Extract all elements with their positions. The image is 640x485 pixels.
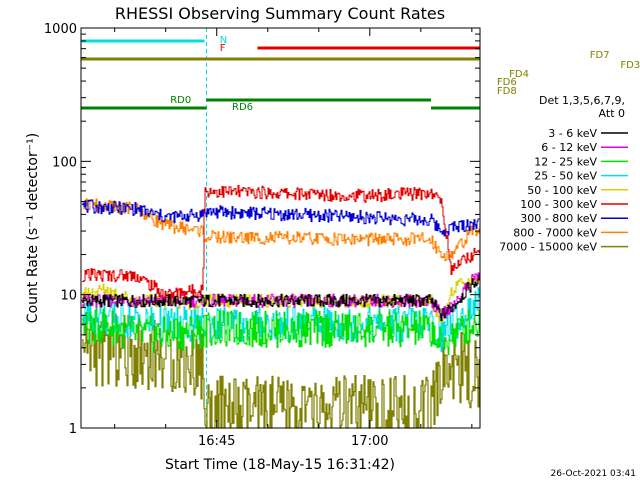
legend-title: Det 1,3,5,6,7,9,: [539, 94, 625, 107]
legend-entry-label: 12 - 25 keV: [534, 155, 597, 168]
legend-entry-label: 3 - 6 keV: [548, 127, 597, 140]
series-line-300-800-kev: [82, 199, 480, 237]
flag-label-f: F: [220, 43, 226, 54]
night-markers: [206, 28, 208, 428]
flag-label-rd0: RD0: [170, 95, 191, 106]
legend-entry-label: 6 - 12 keV: [541, 141, 597, 154]
flag-label-rd6: RD6: [232, 102, 253, 113]
chart-title: RHESSI Observing Summary Count Rates: [115, 4, 445, 23]
y-tick-label: 1000: [44, 22, 77, 37]
legend-entry-label: 7000 - 15000 keV: [499, 241, 597, 254]
plot-frame: [80, 27, 481, 429]
y-tick-label: 10: [60, 289, 77, 304]
axes: 16:45 17:00 1 10 100 1000: [44, 22, 481, 449]
y-tick-label: 100: [52, 155, 77, 170]
timestamp-footer: 26-Oct-2021 03:41: [551, 469, 636, 479]
legend-entry-label: 800 - 7000 keV: [513, 226, 597, 239]
flag-label-fd3: FD3: [620, 60, 640, 71]
x-tick-label: 17:00: [351, 434, 388, 449]
x-axis-label: Start Time (18-May-15 16:31:42): [165, 457, 395, 473]
series-line-12-25-kev: [82, 306, 480, 356]
legend-entry-label: 300 - 800 keV: [520, 212, 597, 225]
legend-entry-label: 25 - 50 keV: [534, 170, 597, 183]
series-line-25-50-kev: [82, 287, 480, 353]
flag-label-n: N: [220, 35, 227, 46]
flag-label-fd6: FD6: [497, 77, 517, 88]
legend-entry-label: 50 - 100 keV: [527, 184, 597, 197]
x-tick-label: 16:45: [198, 434, 235, 449]
flag-label-fd4: FD4: [509, 69, 529, 80]
legend-title: Att 0: [599, 107, 625, 120]
legend-entry-label: 100 - 300 keV: [520, 198, 597, 211]
flag-label-fd8: FD8: [497, 86, 517, 97]
y-axis-label: Count Rate (s⁻¹ detector⁻¹): [25, 133, 41, 323]
series-line-3-6-kev: [82, 274, 480, 321]
y-tick-label: 1: [69, 422, 77, 437]
flag-label-fd7: FD7: [590, 50, 610, 61]
series-line-100-300-kev: [82, 184, 480, 299]
